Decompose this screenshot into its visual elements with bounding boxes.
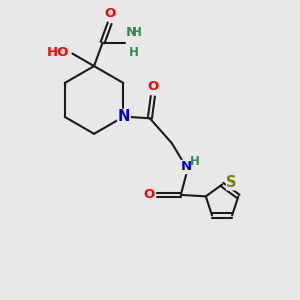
Text: N: N: [181, 160, 192, 173]
Text: O: O: [143, 188, 154, 201]
Text: N: N: [126, 26, 137, 39]
Text: N: N: [118, 110, 130, 124]
Text: H: H: [190, 154, 200, 167]
Text: H: H: [132, 26, 142, 39]
Text: H: H: [129, 46, 139, 59]
Text: S: S: [226, 175, 237, 190]
Text: O: O: [147, 80, 158, 93]
Text: HO: HO: [47, 46, 69, 59]
Text: O: O: [104, 7, 115, 20]
